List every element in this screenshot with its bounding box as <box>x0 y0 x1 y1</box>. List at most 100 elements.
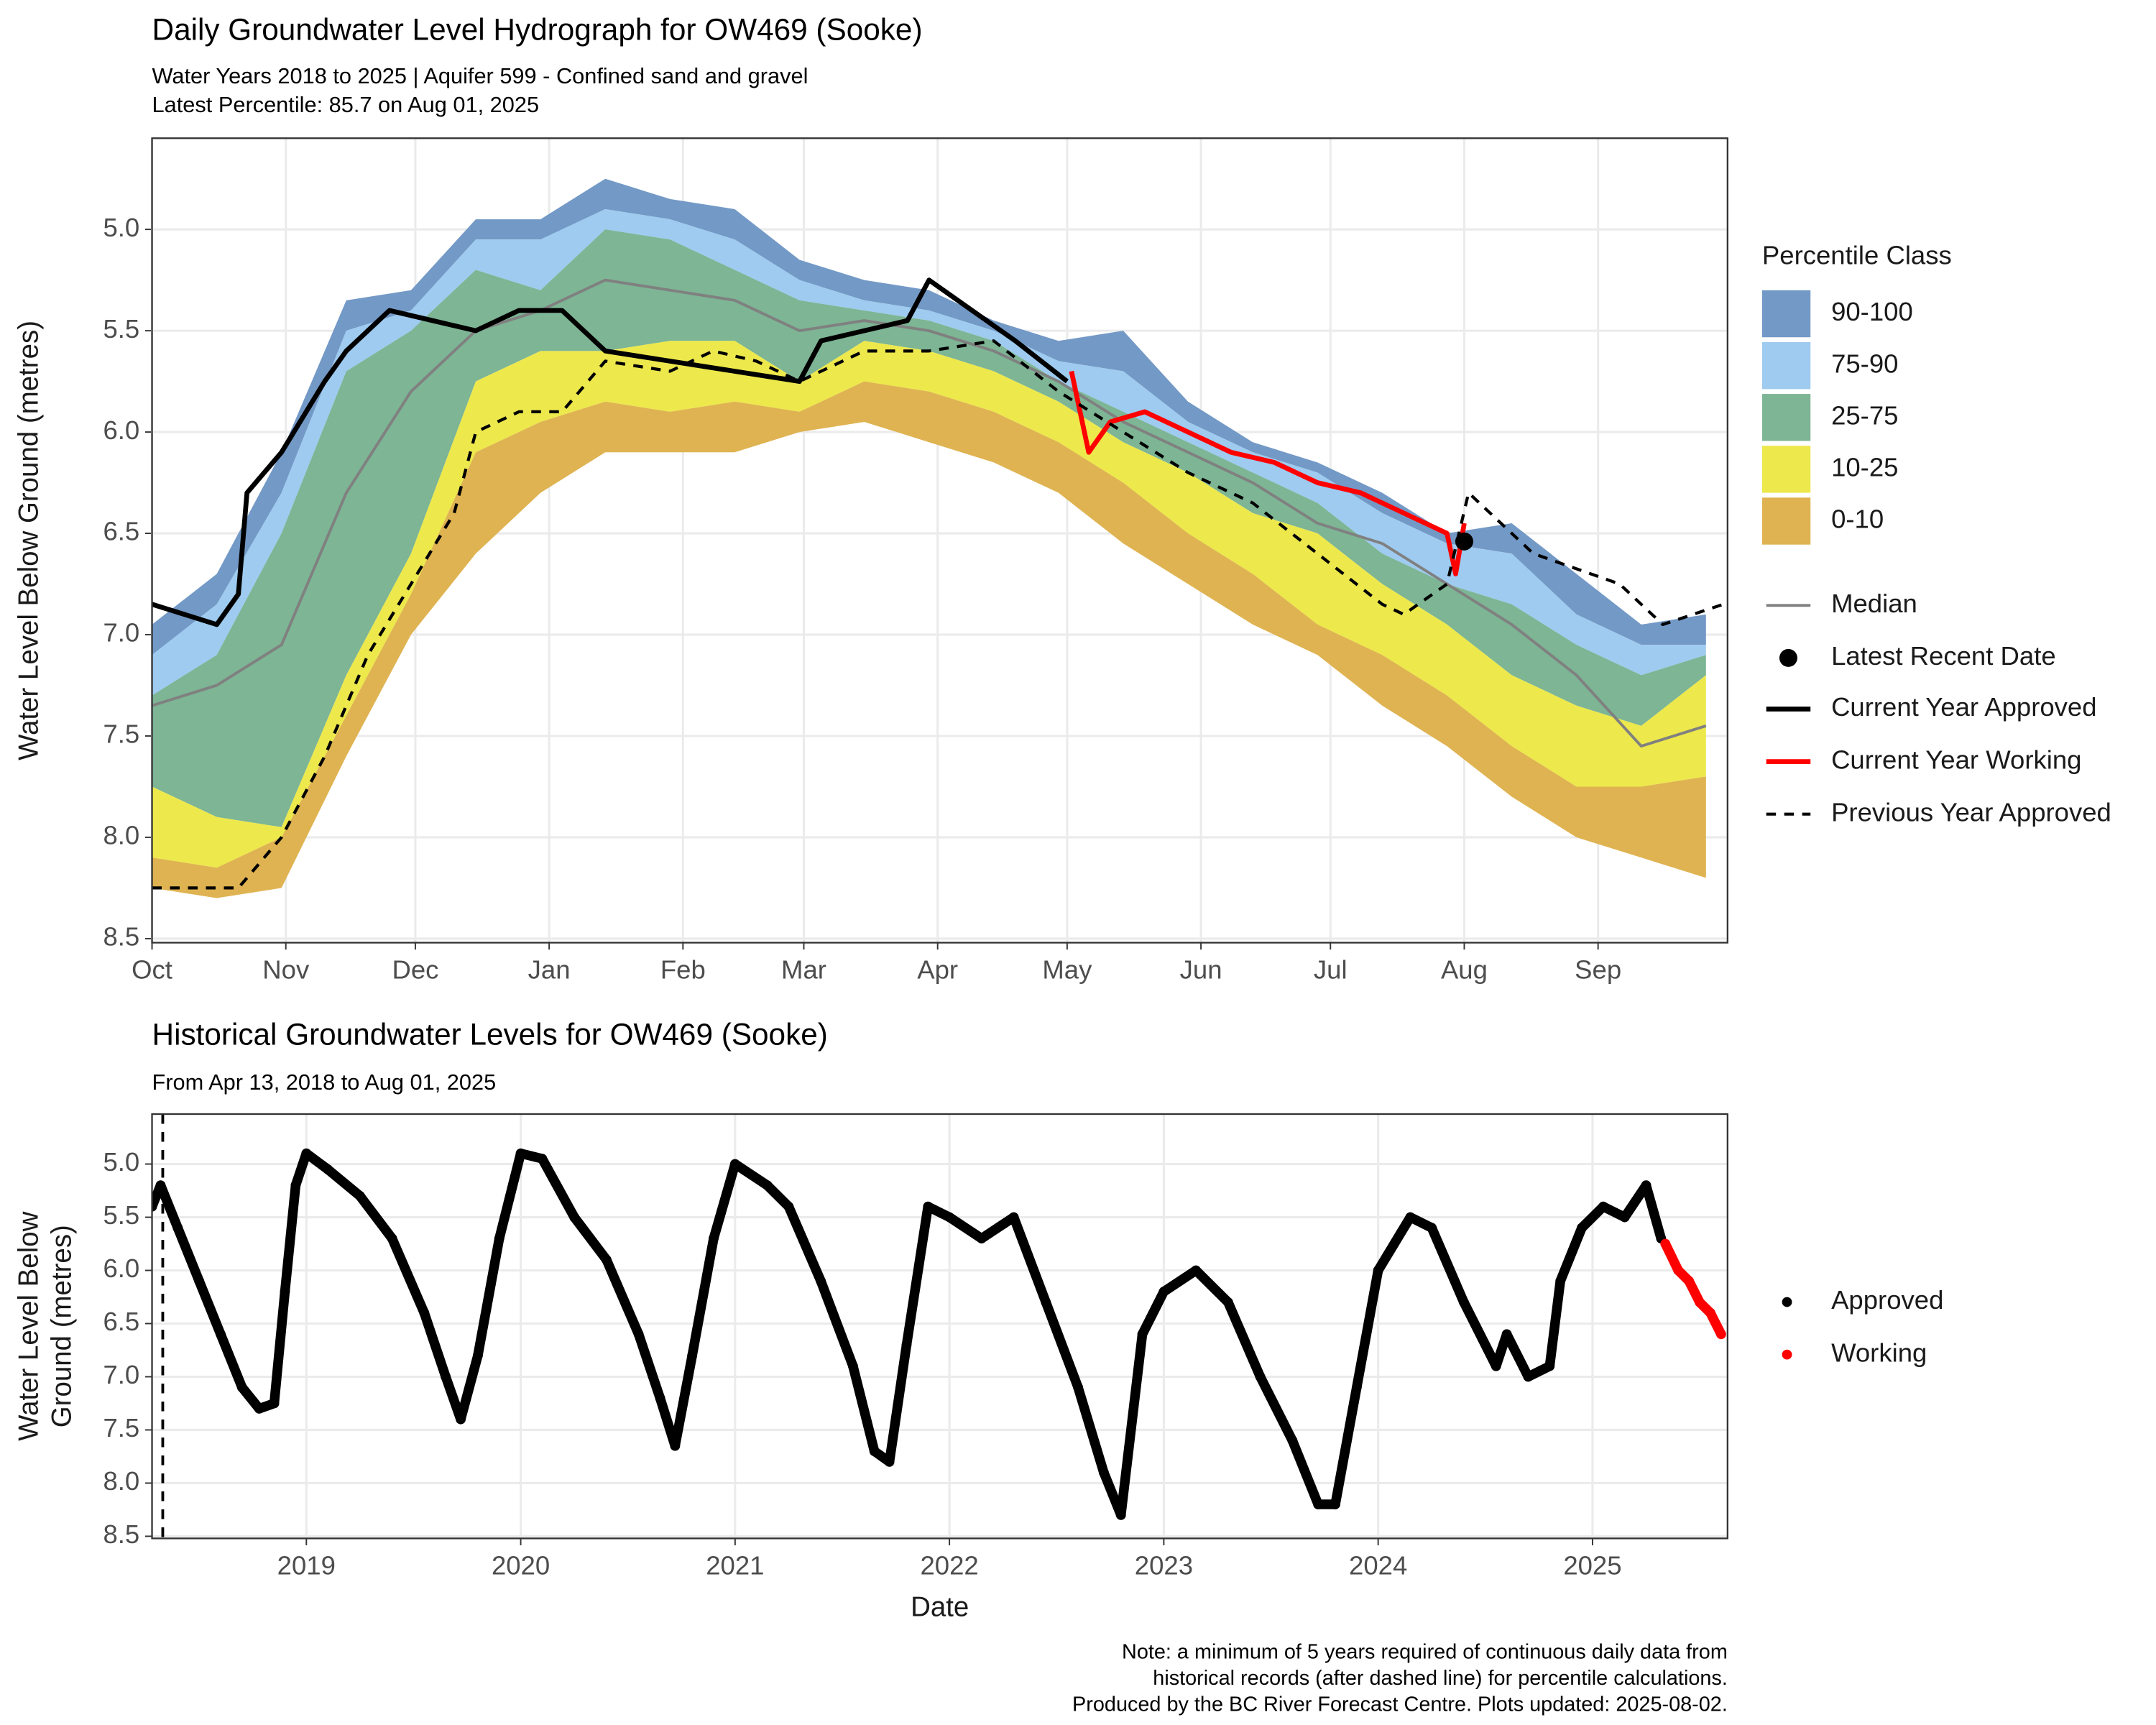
data-point <box>729 1159 740 1169</box>
data-point <box>1459 1297 1469 1307</box>
x-tick-label: 2024 <box>1349 1550 1407 1580</box>
legend-label: Current Year Approved <box>1831 692 2096 722</box>
data-point <box>1695 1297 1705 1307</box>
y-axis-label: Water Level Below Ground (metres) <box>13 321 44 760</box>
data-point <box>280 1287 290 1297</box>
data-point <box>816 1276 826 1287</box>
data-point <box>923 1201 934 1212</box>
panel-border <box>151 137 1728 944</box>
legend-swatch <box>1761 290 1811 338</box>
data-point <box>172 1223 183 1233</box>
chart-title: Daily Groundwater Level Hydrograph for O… <box>152 12 923 46</box>
data-point <box>847 1361 858 1371</box>
data-point <box>1641 1180 1651 1191</box>
data-point <box>236 1382 247 1393</box>
y-tick-label: 5.5 <box>103 1200 139 1230</box>
chart-subtitle: Latest Percentile: 85.7 on Aug 01, 2025 <box>152 92 540 117</box>
chart-subtitle: From Apr 13, 2018 to Aug 01, 2025 <box>152 1070 497 1095</box>
data-point <box>290 1180 301 1191</box>
data-point <box>323 1164 333 1174</box>
y-tick-label: 5.5 <box>103 314 139 344</box>
data-point <box>670 1440 681 1451</box>
data-point <box>1684 1276 1695 1287</box>
data-point <box>1427 1223 1437 1233</box>
data-point <box>1555 1276 1566 1287</box>
legend-title: Percentile Class <box>1762 240 1952 270</box>
data-point <box>1158 1287 1169 1297</box>
data-point <box>1373 1265 1383 1276</box>
legend-label: Median <box>1831 589 1917 618</box>
x-tick-label: Apr <box>917 955 958 985</box>
x-tick-label: Oct <box>132 955 172 985</box>
x-tick-label: Jul <box>1314 955 1348 985</box>
data-point <box>269 1398 280 1409</box>
data-point <box>944 1212 955 1223</box>
x-tick-label: May <box>1042 955 1092 985</box>
footnote: Produced by the BC River Forecast Centre… <box>1072 1693 1728 1716</box>
data-point <box>1073 1382 1084 1393</box>
y-tick-label: 8.5 <box>103 922 139 952</box>
data-point <box>1008 1212 1019 1223</box>
x-tick-label: 2021 <box>706 1550 764 1580</box>
legend-label: Approved <box>1831 1285 1943 1315</box>
legend-label: 10-25 <box>1831 453 1898 482</box>
x-tick-label: Sep <box>1575 955 1621 985</box>
data-point <box>1544 1361 1555 1371</box>
data-point <box>456 1414 466 1425</box>
y-tick-label: 6.0 <box>103 415 139 445</box>
data-point <box>537 1154 548 1164</box>
legend-swatch <box>1761 446 1811 493</box>
data-point <box>194 1276 205 1287</box>
panel-background <box>152 1114 1728 1539</box>
legend-label: Working <box>1831 1338 1927 1367</box>
percentile-band <box>152 229 1706 827</box>
legend-label: Previous Year Approved <box>1831 797 2111 827</box>
x-tick-label: Aug <box>1441 955 1488 985</box>
data-point <box>783 1201 794 1212</box>
plot-area <box>152 178 1724 898</box>
line <box>152 339 1724 890</box>
y-tick-label: 8.0 <box>103 821 139 850</box>
x-tick-label: Dec <box>392 955 438 985</box>
data-point <box>1715 1329 1726 1340</box>
panel-border <box>151 1113 1728 1540</box>
x-tick-label: 2020 <box>492 1550 550 1580</box>
legend-label: 0-10 <box>1831 505 1884 534</box>
legend-swatch <box>1761 394 1811 441</box>
data-point <box>1598 1201 1608 1212</box>
y-tick-label: 7.5 <box>103 719 139 749</box>
data-point <box>1191 1265 1202 1276</box>
x-tick-label: Feb <box>660 955 706 985</box>
data-point <box>1098 1467 1109 1478</box>
data-point <box>155 1180 166 1191</box>
data-point <box>884 1456 895 1467</box>
data-point <box>1501 1329 1512 1340</box>
legend-symbol <box>1782 1349 1792 1360</box>
legend-label: Current Year Working <box>1831 745 2081 774</box>
x-tick-label: Mar <box>781 955 826 985</box>
y-tick-label: 8.5 <box>103 1519 139 1549</box>
x-tick-label: 2022 <box>920 1550 978 1580</box>
data-point <box>976 1233 987 1244</box>
data-point <box>687 1350 698 1361</box>
x-tick-label: Jun <box>1180 955 1222 985</box>
data-point <box>709 1233 719 1244</box>
line <box>152 277 1069 627</box>
footnote: historical records (after dashed line) f… <box>1153 1667 1728 1690</box>
y-tick-label: 7.0 <box>103 618 139 648</box>
data-point <box>1491 1361 1501 1371</box>
legend-label: Latest Recent Date <box>1831 641 2056 671</box>
chart-subtitle: Water Years 2018 to 2025 | Aquifer 599 -… <box>152 63 808 88</box>
latest-point <box>1455 532 1473 551</box>
data-point <box>354 1191 365 1201</box>
x-tick-label: 2023 <box>1135 1550 1193 1580</box>
legend-symbol <box>1782 1297 1792 1307</box>
y-axis-label: Ground (metres) <box>47 1225 78 1427</box>
y-tick-label: 7.0 <box>103 1360 139 1389</box>
y-tick-label: 6.5 <box>103 1307 139 1336</box>
x-tick-label: 2019 <box>277 1550 336 1580</box>
data-point <box>1287 1435 1298 1446</box>
data-point <box>1405 1212 1416 1223</box>
chart-title: Historical Groundwater Levels for OW469 … <box>152 1017 828 1051</box>
